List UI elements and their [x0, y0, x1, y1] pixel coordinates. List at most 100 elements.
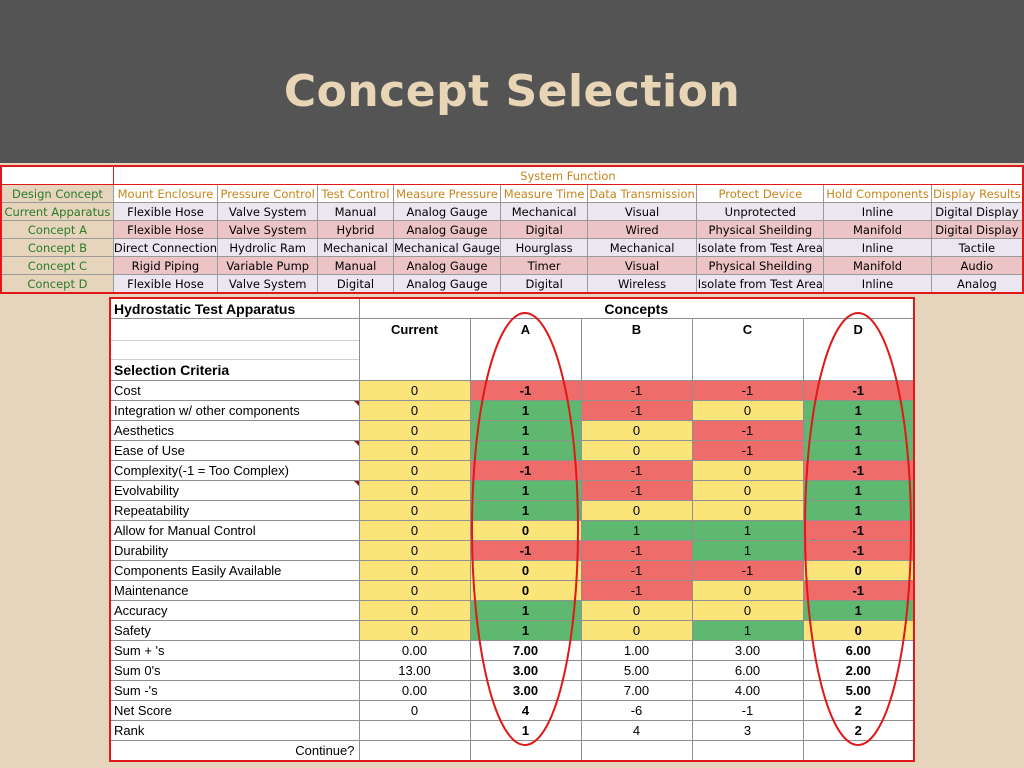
morph-cell: Analog Gauge	[392, 202, 502, 221]
continue-row: Continue?	[109, 740, 915, 762]
morph-cell: Digital Display	[930, 220, 1024, 239]
criteria-row: Evolvability 0 1 -1 0 1	[109, 480, 915, 501]
morph-row: Concept D Flexible Hose Valve System Digita…	[0, 274, 1024, 294]
summary-cell: 3.00	[469, 660, 582, 681]
score-cell: 0	[802, 560, 915, 581]
score-cell: 1	[691, 540, 804, 561]
score-cell: 1	[802, 480, 915, 501]
morph-cell: Visual	[586, 256, 698, 275]
system-function-row: System Function	[0, 165, 1024, 185]
morph-cell: Flexible Hose	[112, 202, 219, 221]
continue-cell[interactable]	[691, 740, 804, 762]
criteria-row: Aesthetics 0 1 0 -1 1	[109, 420, 915, 441]
slide-title: Concept Selection	[283, 66, 741, 117]
criterion-name: Accuracy	[109, 600, 360, 621]
criterion-name: Allow for Manual Control	[109, 520, 360, 541]
score-cell: 1	[469, 420, 582, 441]
concept-column-header: A	[469, 318, 582, 381]
score-cell: -1	[580, 480, 693, 501]
concept-column-header: C	[691, 318, 804, 381]
score-cell: -1	[691, 380, 804, 401]
summary-cell: -1	[691, 700, 804, 721]
comment-indicator-icon[interactable]	[353, 401, 358, 406]
continue-label: Continue?	[109, 740, 360, 762]
concept-column-header: B	[580, 318, 693, 381]
score-cell: 1	[469, 500, 582, 521]
continue-cell[interactable]	[469, 740, 582, 762]
summary-cell: 6.00	[802, 640, 915, 661]
concept-column-header: D	[802, 318, 915, 381]
comment-indicator-icon[interactable]	[353, 441, 358, 446]
score-cell: 1	[802, 400, 915, 421]
score-cell: 0	[358, 460, 471, 481]
score-cell: 0	[580, 420, 693, 441]
summary-label: Sum 0's	[109, 660, 360, 681]
score-cell: -1	[469, 380, 582, 401]
summary-label: Sum -'s	[109, 680, 360, 701]
score-cell: 0	[580, 600, 693, 621]
score-cell: 1	[469, 400, 582, 421]
summary-row: Rank 1 4 3 2	[109, 720, 915, 741]
title-bar	[0, 0, 1024, 163]
morph-cell: Hydrolic Ram	[217, 238, 319, 257]
criteria-row: Safety 0 1 0 1 0	[109, 620, 915, 641]
pugh-column-header-row: Selection Criteria Current A B C D	[109, 318, 915, 381]
summary-cell: 3.00	[691, 640, 804, 661]
criterion-name: Complexity(-1 = Too Complex)	[109, 460, 360, 481]
morph-cell: Valve System	[217, 220, 319, 239]
morph-cell: Mechanical	[500, 202, 588, 221]
continue-cell[interactable]	[358, 740, 471, 762]
summary-cell: 13.00	[358, 660, 471, 681]
score-cell: 0	[358, 480, 471, 501]
morph-cell: Flexible Hose	[112, 220, 219, 239]
morph-cell: Manual	[317, 256, 394, 275]
morph-cell: Wireless	[586, 274, 698, 294]
continue-cell[interactable]	[580, 740, 693, 762]
summary-cell: 2	[802, 700, 915, 721]
morph-header-cell: Data Transmission	[586, 184, 698, 203]
score-cell: -1	[580, 560, 693, 581]
morph-cell: Rigid Piping	[112, 256, 219, 275]
morph-cell: Digital	[317, 274, 394, 294]
score-cell: -1	[580, 540, 693, 561]
morph-cell: Timer	[500, 256, 588, 275]
score-cell: 1	[802, 500, 915, 521]
score-cell: 0	[358, 600, 471, 621]
summary-cell: 2	[802, 720, 915, 741]
score-cell: 1	[469, 600, 582, 621]
morph-header-cell: Display Results	[930, 184, 1024, 203]
morph-cell: Analog	[930, 274, 1024, 294]
selection-criteria-label: Selection Criteria	[111, 359, 358, 380]
score-cell: -1	[802, 380, 915, 401]
concept-name-cell: Concept A	[0, 220, 114, 239]
morph-cell: Inline	[823, 238, 932, 257]
continue-cell[interactable]	[802, 740, 915, 762]
summary-cell: 2.00	[802, 660, 915, 681]
score-cell: -1	[802, 520, 915, 541]
morph-cell: Unprotected	[696, 202, 825, 221]
score-cell: 0	[358, 560, 471, 581]
morph-row: Concept A Flexible Hose Valve System Hybrid…	[0, 220, 1024, 239]
summary-cell: 3.00	[469, 680, 582, 701]
summary-cell: 4	[580, 720, 693, 741]
morph-cell: Physical Sheilding	[696, 256, 825, 275]
morph-header-cell: Measure Pressure	[392, 184, 502, 203]
criteria-row: Integration w/ other components 0 1 -1 0 1	[109, 400, 915, 421]
criterion-name: Repeatability	[109, 500, 360, 521]
score-cell: 1	[691, 620, 804, 641]
morph-row: Concept B Direct Connection Hydrolic Ram Me…	[0, 238, 1024, 257]
morph-cell: Valve System	[217, 274, 319, 294]
morph-cell: Manifold	[823, 256, 932, 275]
criteria-row: Accuracy 0 1 0 0 1	[109, 600, 915, 621]
morph-cell: Flexible Hose	[112, 274, 219, 294]
score-cell: -1	[469, 540, 582, 561]
summary-row: Sum + 's 0.00 7.00 1.00 3.00 6.00	[109, 640, 915, 661]
score-cell: 1	[469, 620, 582, 641]
score-cell: 1	[802, 420, 915, 441]
morph-cell: Wired	[586, 220, 698, 239]
morph-row: Current Apparatus Flexible Hose Valve Syst…	[0, 202, 1024, 221]
morph-header-cell: Design Concept	[0, 184, 114, 203]
comment-indicator-icon[interactable]	[353, 481, 358, 486]
score-cell: 0	[358, 380, 471, 401]
morph-header-cell: Pressure Control	[217, 184, 319, 203]
